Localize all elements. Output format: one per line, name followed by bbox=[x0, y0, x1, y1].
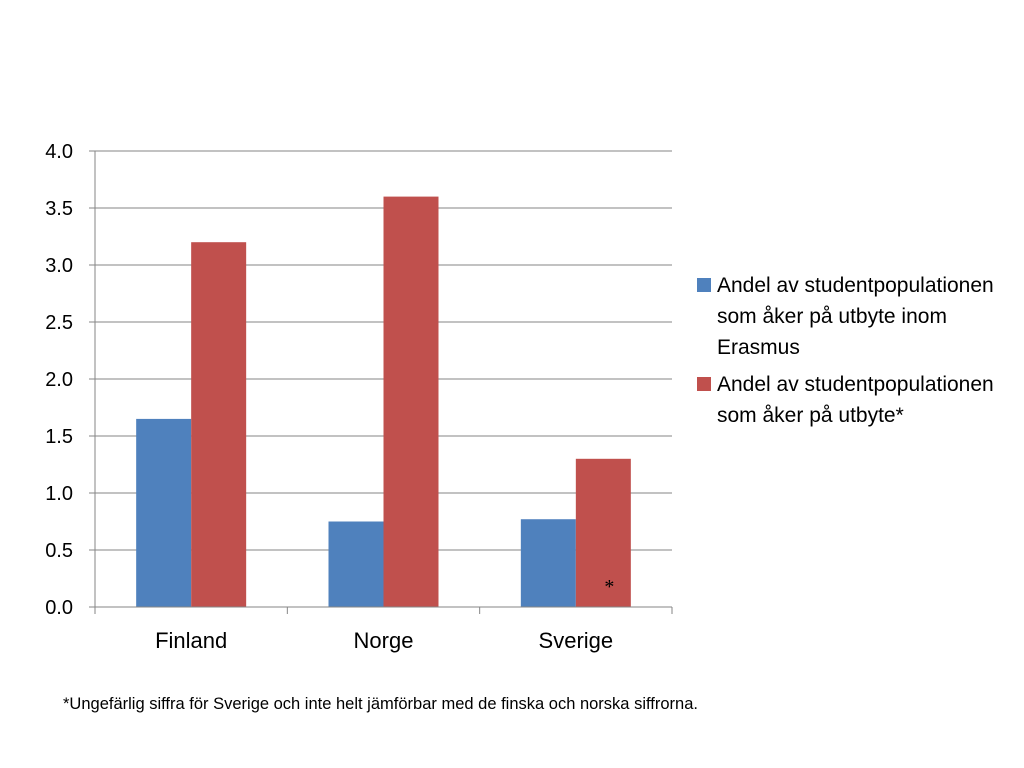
bar-finland-series-1 bbox=[191, 242, 247, 607]
legend-item-erasmus: Andel av studentpopulationen som åker på… bbox=[697, 270, 1007, 363]
x-category-label: Norge bbox=[354, 628, 414, 653]
y-tick-label: 3.0 bbox=[45, 255, 73, 277]
bar-norge-series-1 bbox=[383, 196, 439, 607]
y-tick-label: 0.5 bbox=[45, 540, 73, 562]
y-tick-label: 2.5 bbox=[45, 312, 73, 334]
legend: Andel av studentpopulationen som åker på… bbox=[697, 270, 1007, 437]
legend-swatch-erasmus bbox=[697, 278, 711, 292]
y-tick-label: 1.5 bbox=[45, 426, 73, 448]
axes bbox=[89, 150, 673, 614]
y-tick-label: 4.0 bbox=[45, 141, 73, 163]
bar-norge-series-0 bbox=[328, 521, 384, 607]
tick-labels: 0.0 0.5 1.0 1.5 2.0 2.5 3.0 3.5 4.0 Finland Norge S… bbox=[45, 141, 614, 653]
bar-annotation: * bbox=[604, 576, 614, 598]
legend-swatch-total bbox=[697, 377, 711, 391]
x-category-label: Finland bbox=[155, 628, 227, 653]
bars bbox=[136, 196, 631, 607]
bar-finland-series-0 bbox=[136, 418, 192, 607]
y-tick-label: 0.0 bbox=[45, 597, 73, 619]
bar-sverige-series-0 bbox=[520, 519, 576, 607]
y-tick-label: 1.0 bbox=[45, 483, 73, 505]
x-category-label: Sverige bbox=[539, 628, 614, 653]
legend-item-total: Andel av studentpopulationen som åker på… bbox=[697, 369, 1007, 431]
y-tick-label: 3.5 bbox=[45, 198, 73, 220]
legend-label-erasmus: Andel av studentpopulationen som åker på… bbox=[717, 274, 994, 359]
footnote: *Ungefärlig siffra för Sverige och inte … bbox=[63, 695, 698, 713]
legend-label-total: Andel av studentpopulationen som åker på… bbox=[717, 373, 994, 427]
bar-sverige-series-1 bbox=[575, 458, 631, 607]
y-tick-label: 2.0 bbox=[45, 369, 73, 391]
